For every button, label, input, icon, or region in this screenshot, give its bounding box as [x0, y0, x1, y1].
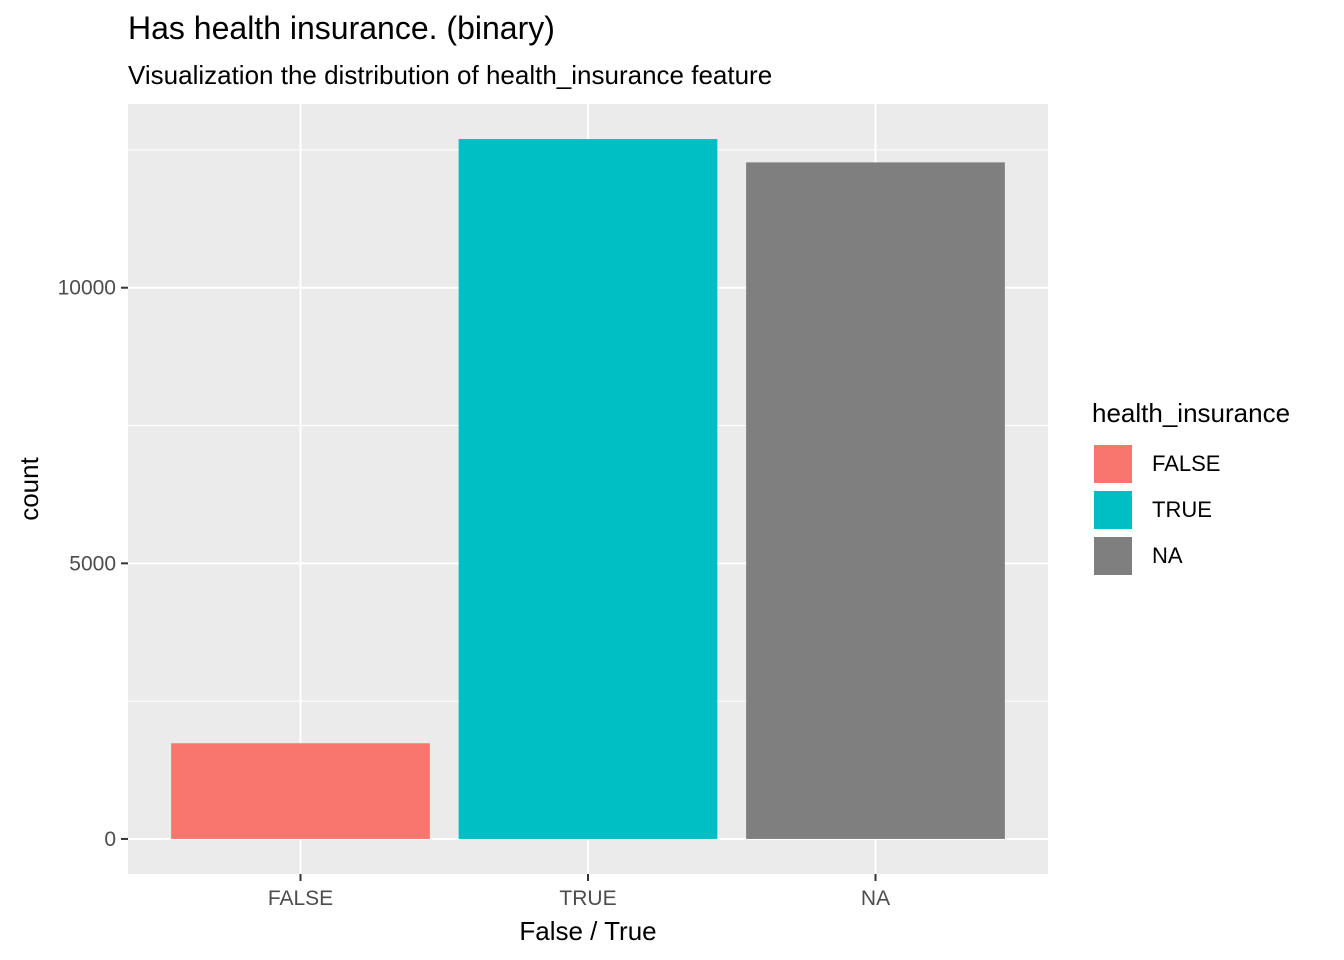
legend-key-true: [1092, 489, 1134, 531]
legend-item-false: FALSE: [1092, 441, 1290, 487]
legend-key-false: [1092, 443, 1134, 485]
x-tick-label: NA: [861, 887, 890, 910]
chart-title: Has health insurance. (binary): [128, 10, 555, 46]
bar-na: [746, 162, 1005, 839]
legend-title: health_insurance: [1092, 398, 1291, 428]
legend-item-na: NA: [1092, 533, 1290, 579]
legend-item-true: TRUE: [1092, 487, 1290, 533]
x-tick-label: FALSE: [268, 887, 333, 910]
bar-false: [171, 743, 430, 839]
legend-label-true: TRUE: [1152, 497, 1212, 522]
x-tick-label: TRUE: [559, 887, 616, 910]
legend: health_insurance FALSE TRUE NA: [1092, 398, 1290, 579]
y-tick-label: 10000: [58, 277, 116, 300]
legend-swatch-false: [1094, 445, 1132, 483]
y-tick-label: 0: [104, 828, 116, 851]
legend-swatch-na: [1094, 537, 1132, 575]
legend-label-na: NA: [1152, 543, 1183, 568]
chart-subtitle: Visualization the distribution of health…: [128, 60, 773, 90]
legend-label-false: FALSE: [1152, 451, 1221, 476]
y-axis-label: count: [14, 456, 44, 520]
legend-key-na: [1092, 535, 1134, 577]
axes: 0 5000 10000 FALSE TRUE NA: [58, 277, 891, 910]
y-tick-label: 5000: [69, 552, 116, 575]
bar-true: [458, 139, 718, 839]
x-axis-label: False / True: [519, 916, 656, 946]
legend-swatch-true: [1094, 491, 1132, 529]
bars: [171, 139, 1005, 839]
